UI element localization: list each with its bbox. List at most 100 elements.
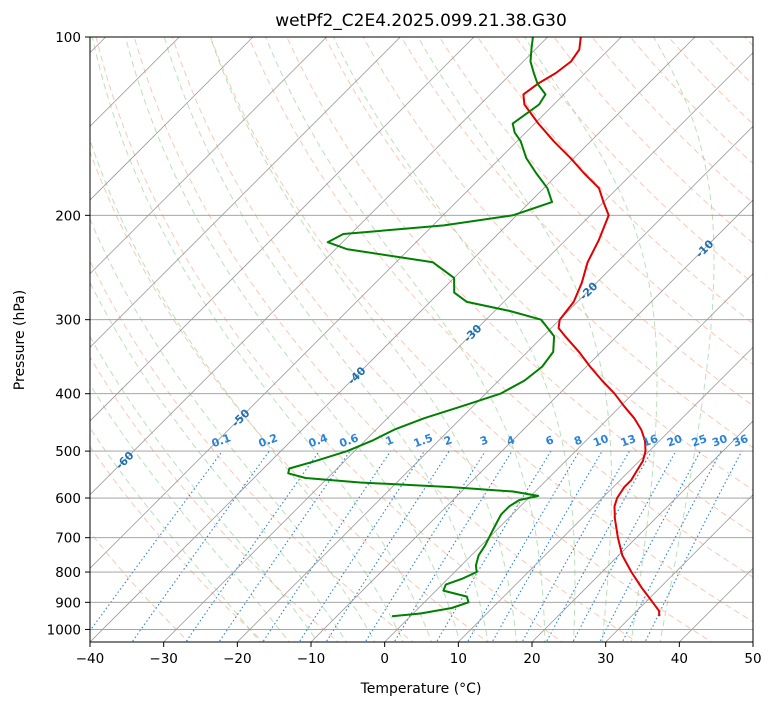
mixing-ratio-label: 1 xyxy=(384,433,396,448)
svg-text:6: 6 xyxy=(544,433,556,448)
mixing-ratio-line xyxy=(218,450,351,642)
x-tick-label: 0 xyxy=(380,651,389,667)
mixing-ratio-line xyxy=(185,450,320,642)
svg-text:3: 3 xyxy=(478,433,490,448)
y-tick-label: 600 xyxy=(55,491,81,507)
mixing-ratio-label: 10 xyxy=(591,432,610,450)
isotherm-line xyxy=(531,420,753,642)
moist-adiabat-line xyxy=(209,37,518,642)
dry-adiabat-line xyxy=(286,37,753,534)
isotherm-line xyxy=(237,125,753,642)
moist-adiabat-line xyxy=(90,383,290,642)
mixing-ratio-line xyxy=(262,450,392,642)
mixing-ratio-label: 25 xyxy=(690,432,709,449)
svg-text:4: 4 xyxy=(505,433,517,448)
mixing-ratio-line xyxy=(599,450,701,642)
isotherm-line xyxy=(90,37,475,422)
y-tick-label: 500 xyxy=(55,444,81,460)
mixing-ratio-label: 6 xyxy=(544,433,556,448)
svg-text:8: 8 xyxy=(572,433,584,448)
grid-lines xyxy=(90,37,753,642)
svg-text:0.6: 0.6 xyxy=(338,431,361,450)
moist-adiabat-line xyxy=(91,37,432,642)
mixing-ratio-line xyxy=(466,450,580,642)
y-tick-label: 800 xyxy=(55,565,81,581)
x-axis-ticks: −40 −30 −20 −10 0 10 20 30 40 50 xyxy=(76,642,762,667)
mixing-ratio-label: 8 xyxy=(572,433,584,448)
x-tick-label: 10 xyxy=(450,651,467,667)
x-tick-label: 40 xyxy=(671,651,688,667)
moist-adiabat-line xyxy=(90,427,261,642)
mixing-ratio-label: 0.6 xyxy=(338,431,361,450)
svg-text:25: 25 xyxy=(690,432,709,449)
mixing-ratio-line xyxy=(325,450,450,642)
isotherm-line xyxy=(384,273,753,642)
moist-adiabat-line xyxy=(653,37,715,642)
y-tick-label: 900 xyxy=(55,595,81,611)
moist-adiabat-line xyxy=(265,37,546,642)
dry-adiabat-line xyxy=(438,37,753,366)
mixing-ratio-line xyxy=(364,450,486,642)
isotherm-line xyxy=(90,37,254,201)
inline-labels: -60-50-40-30-20-100.1 0.2 0.4 0.6 1 1.5 2 3 4 6 8 1… xyxy=(113,237,750,472)
moist-adiabat-line xyxy=(163,37,489,642)
svg-text:2: 2 xyxy=(442,433,454,448)
svg-text:1: 1 xyxy=(384,433,396,448)
dry-adiabat-line xyxy=(324,37,753,491)
x-tick-label: −20 xyxy=(223,651,252,667)
moist-adiabat-line xyxy=(332,37,576,642)
svg-text:0.1: 0.1 xyxy=(210,431,233,450)
svg-text:16: 16 xyxy=(641,432,660,450)
mixing-ratio-label: 30 xyxy=(710,432,729,450)
moist-adiabat-line xyxy=(90,217,376,642)
x-axis-label: Temperature (°C) xyxy=(360,681,482,697)
dry-adiabat-line xyxy=(400,37,753,407)
dry-adiabat-line xyxy=(90,259,414,642)
moist-adiabat-line xyxy=(90,335,319,642)
svg-text:20: 20 xyxy=(665,432,684,450)
chart-title: wetPf2_C2E4.2025.099.21.38.G30 xyxy=(275,11,567,31)
mixing-ratio-line xyxy=(621,450,722,642)
x-tick-label: 30 xyxy=(597,651,614,667)
dry-adiabat-line xyxy=(248,37,753,578)
y-tick-label: 1000 xyxy=(47,622,81,638)
svg-text:30: 30 xyxy=(710,432,729,450)
svg-text:0.4: 0.4 xyxy=(307,431,330,450)
plot-frame xyxy=(89,36,754,643)
moist-adiabat-line xyxy=(125,37,461,642)
y-axis-ticks: 100 200 300 400 500 600 700 800 900 1000 xyxy=(47,30,90,638)
x-tick-label: 50 xyxy=(744,651,761,667)
mixing-ratio-label: 4 xyxy=(505,433,517,448)
mixing-ratio-label: 0.4 xyxy=(307,431,330,450)
moist-adiabat-line xyxy=(90,281,347,642)
moist-adiabat-line xyxy=(417,37,612,642)
y-tick-label: 100 xyxy=(55,30,81,46)
mixing-ratio-label: 2 xyxy=(442,433,454,448)
svg-text:1.5: 1.5 xyxy=(412,431,435,450)
isotherm-line xyxy=(90,37,401,348)
moist-adiabat-line xyxy=(90,138,404,642)
svg-text:10: 10 xyxy=(591,432,610,450)
mixing-ratio-line xyxy=(393,450,513,642)
y-tick-label: 200 xyxy=(55,208,81,224)
mixing-ratio-line xyxy=(298,450,425,642)
dry-adiabat-line xyxy=(477,37,753,325)
x-tick-label: 20 xyxy=(523,651,540,667)
mixing-ratio-label: 36 xyxy=(731,432,750,450)
isotherm-line xyxy=(605,494,753,642)
y-tick-label: 400 xyxy=(55,387,81,403)
mixing-ratio-label: 13 xyxy=(619,432,638,449)
mixing-ratio-label: 1.5 xyxy=(412,431,435,450)
isotherm-line xyxy=(163,52,753,642)
isotherm-line xyxy=(90,37,327,275)
x-tick-label: −40 xyxy=(76,651,105,667)
mixing-ratio-label: 20 xyxy=(665,432,684,450)
x-tick-label: −10 xyxy=(297,651,326,667)
mixing-ratio-label: 16 xyxy=(641,432,660,450)
svg-text:13: 13 xyxy=(619,432,638,449)
mixing-ratio-label: 0.1 xyxy=(210,431,233,450)
y-tick-label: 300 xyxy=(55,313,81,329)
isotherm-line xyxy=(90,37,548,496)
isotherm-line xyxy=(310,199,753,642)
